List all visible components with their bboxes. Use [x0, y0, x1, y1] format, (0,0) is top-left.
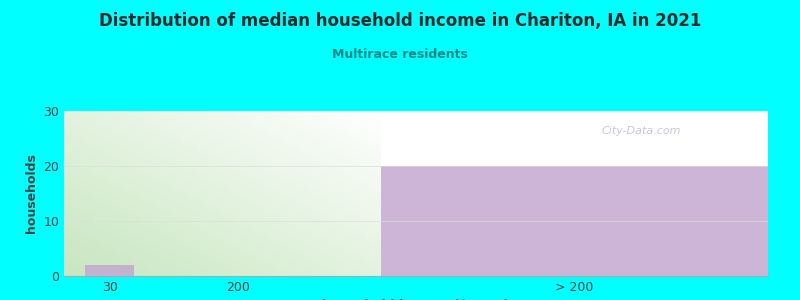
Y-axis label: households: households	[25, 154, 38, 233]
Bar	[381, 166, 768, 276]
Text: Multirace residents: Multirace residents	[332, 47, 468, 61]
Bar	[85, 265, 134, 276]
X-axis label: household income ($1000): household income ($1000)	[322, 299, 510, 300]
Text: Distribution of median household income in Chariton, IA in 2021: Distribution of median household income …	[99, 12, 701, 30]
Text: City-Data.com: City-Data.com	[602, 126, 681, 136]
